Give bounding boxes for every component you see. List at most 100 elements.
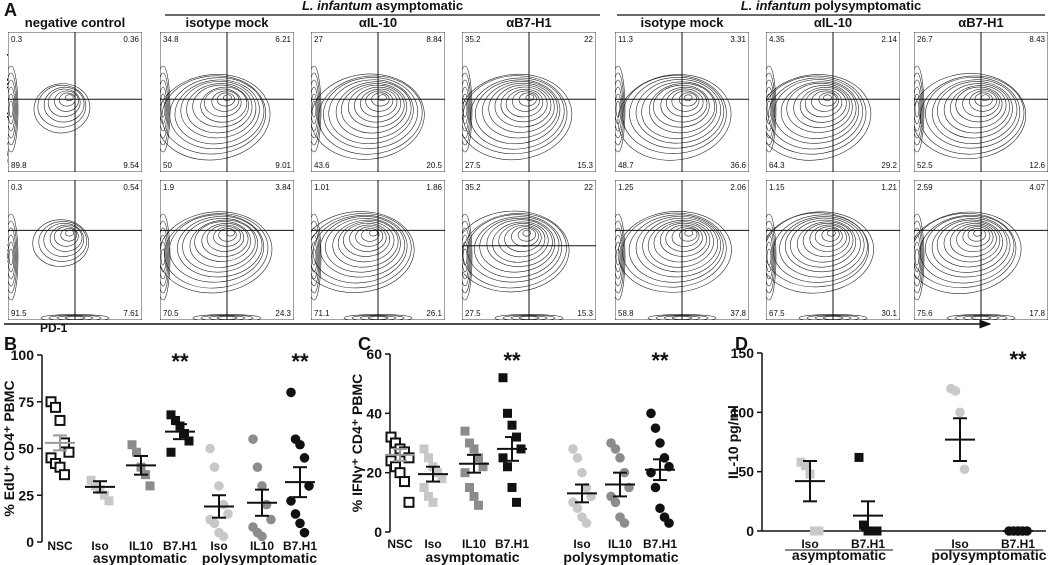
contour [779, 216, 865, 278]
contour [766, 74, 872, 161]
x-tick-label: B7.H1 [643, 537, 677, 551]
contour [323, 77, 419, 149]
edge-contour [615, 241, 622, 273]
contour [64, 94, 74, 102]
quadrant-value: 27.5 [465, 161, 481, 170]
error-bar [803, 459, 817, 503]
edge-contour [311, 72, 321, 146]
contour [192, 84, 249, 128]
edge-contour [766, 227, 775, 287]
edge-contour [311, 248, 317, 266]
quadrant-value: 2.59 [917, 183, 933, 192]
edge-contour [615, 227, 624, 287]
contour [914, 213, 1017, 288]
edge-contour [914, 213, 925, 301]
contour [647, 219, 714, 268]
edge-contour [462, 248, 468, 266]
quadrant-value: 71.1 [314, 309, 330, 318]
quadrant-value: 2.14 [881, 35, 897, 44]
data-point [460, 426, 470, 436]
error-bar [613, 471, 627, 498]
group-header: L. infantum polysymptomatic [741, 0, 922, 13]
quadrant-value: 3.84 [275, 183, 291, 192]
contour [967, 228, 986, 242]
edge-contour [615, 72, 625, 146]
data-point [507, 483, 517, 492]
data-point [854, 452, 864, 462]
edge-contour [914, 79, 923, 139]
flow-plot [160, 180, 294, 320]
column-title: isotype mock [640, 15, 724, 30]
contour [925, 216, 1011, 278]
contour [932, 79, 1018, 144]
data-point [223, 509, 233, 519]
contour [641, 81, 717, 139]
contour [311, 211, 415, 293]
edge-contour [311, 241, 318, 273]
y-tick-label: 25 [18, 487, 34, 503]
edge-contour [8, 65, 19, 153]
y-axis-label: % IFNγ⁺ CD4⁺ PBMC [349, 374, 365, 512]
error-bar [93, 480, 107, 494]
quadrant-value: 6.21 [275, 35, 291, 44]
contour [962, 226, 991, 247]
edge-contour [766, 248, 772, 266]
data-point [955, 407, 965, 418]
contour [943, 221, 1001, 263]
contour [161, 75, 267, 155]
flow-plot [766, 180, 900, 320]
flow-plot [8, 32, 142, 172]
quadrant-value: 0.36 [123, 35, 139, 44]
data-point [424, 491, 433, 501]
contour [772, 214, 868, 283]
edge-contour [615, 100, 621, 118]
quadrant-value: 1.21 [881, 183, 897, 192]
edge-contour [766, 72, 776, 146]
group-label: polysymptomatic [931, 547, 1046, 563]
contour [796, 221, 854, 263]
error-bar [212, 494, 226, 519]
contour [802, 223, 850, 257]
contour [49, 224, 83, 252]
data-point [433, 468, 442, 478]
data-point [659, 453, 670, 463]
contour [790, 219, 857, 268]
edge-contour [766, 100, 772, 118]
contour [955, 86, 1003, 123]
edge-contour [160, 220, 170, 294]
edge-contour [160, 72, 170, 146]
edge-contour [311, 227, 320, 287]
data-point [572, 503, 583, 514]
flow-plot [160, 32, 294, 172]
significance: ** [171, 349, 189, 374]
data-point [872, 526, 882, 536]
contour [355, 226, 384, 247]
quadrant-value: 1.15 [769, 183, 785, 192]
y-tick-label: 0 [374, 524, 382, 540]
edge-contour [160, 241, 167, 273]
quadrant-value: 27 [314, 35, 323, 44]
contour [343, 222, 390, 257]
contour [814, 226, 843, 247]
y-tick-label: 100 [11, 347, 35, 363]
edge-contour [8, 220, 18, 294]
data-point [469, 491, 479, 501]
contour [332, 219, 399, 268]
data-point [86, 475, 96, 485]
x-axis-label: PD-1 [40, 321, 68, 335]
edge-contour [766, 93, 773, 125]
contour [160, 211, 273, 294]
column-title: negative control [25, 15, 125, 30]
contour [486, 219, 553, 267]
data-point [469, 444, 479, 454]
column-title: αB7-H1 [958, 15, 1004, 30]
y-tick-label: 100 [731, 404, 755, 420]
contour [206, 224, 245, 252]
quadrant-value: 1.86 [426, 183, 442, 192]
edge-contour [311, 93, 318, 125]
edge-contour [914, 234, 922, 280]
contour [200, 86, 248, 123]
data-point [498, 373, 508, 383]
x-tick-label: IL10 [129, 539, 153, 553]
contour [182, 218, 258, 273]
